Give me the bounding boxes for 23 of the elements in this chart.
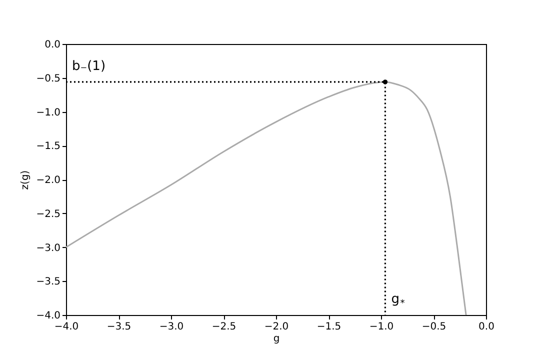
annotation: b₋(1) xyxy=(72,58,106,74)
y-tick-label: −1.0 xyxy=(36,107,60,118)
y-tick-label: −3.0 xyxy=(36,242,60,254)
x-tick-label: −0.5 xyxy=(422,322,446,332)
annotation: g* xyxy=(391,292,406,309)
x-tick-label: −1.5 xyxy=(316,322,342,332)
x-tick-label: −2.0 xyxy=(264,322,289,332)
y-tick-label: −0.5 xyxy=(36,73,60,84)
x-tick-label: −3.5 xyxy=(106,322,132,332)
x-tick-label: 0.0 xyxy=(478,322,494,332)
y-tick-label: −1.5 xyxy=(36,141,60,152)
y-tick-label: −2.5 xyxy=(36,208,60,220)
y-tick-label: −4.0 xyxy=(36,310,60,322)
y-tick-label: −3.5 xyxy=(36,276,60,288)
x-tick-label: −2.5 xyxy=(212,322,236,332)
line-series xyxy=(65,81,467,316)
y-tick-label: 0.0 xyxy=(44,40,60,50)
x-tick-label: −3.0 xyxy=(159,322,184,332)
y-axis-title: z(g) xyxy=(20,170,32,190)
x-tick-label: −1.0 xyxy=(369,322,394,332)
y-tick-label: −2.0 xyxy=(36,175,60,186)
x-tick-label: −4.0 xyxy=(54,322,79,332)
x-axis-title: g xyxy=(273,334,280,344)
